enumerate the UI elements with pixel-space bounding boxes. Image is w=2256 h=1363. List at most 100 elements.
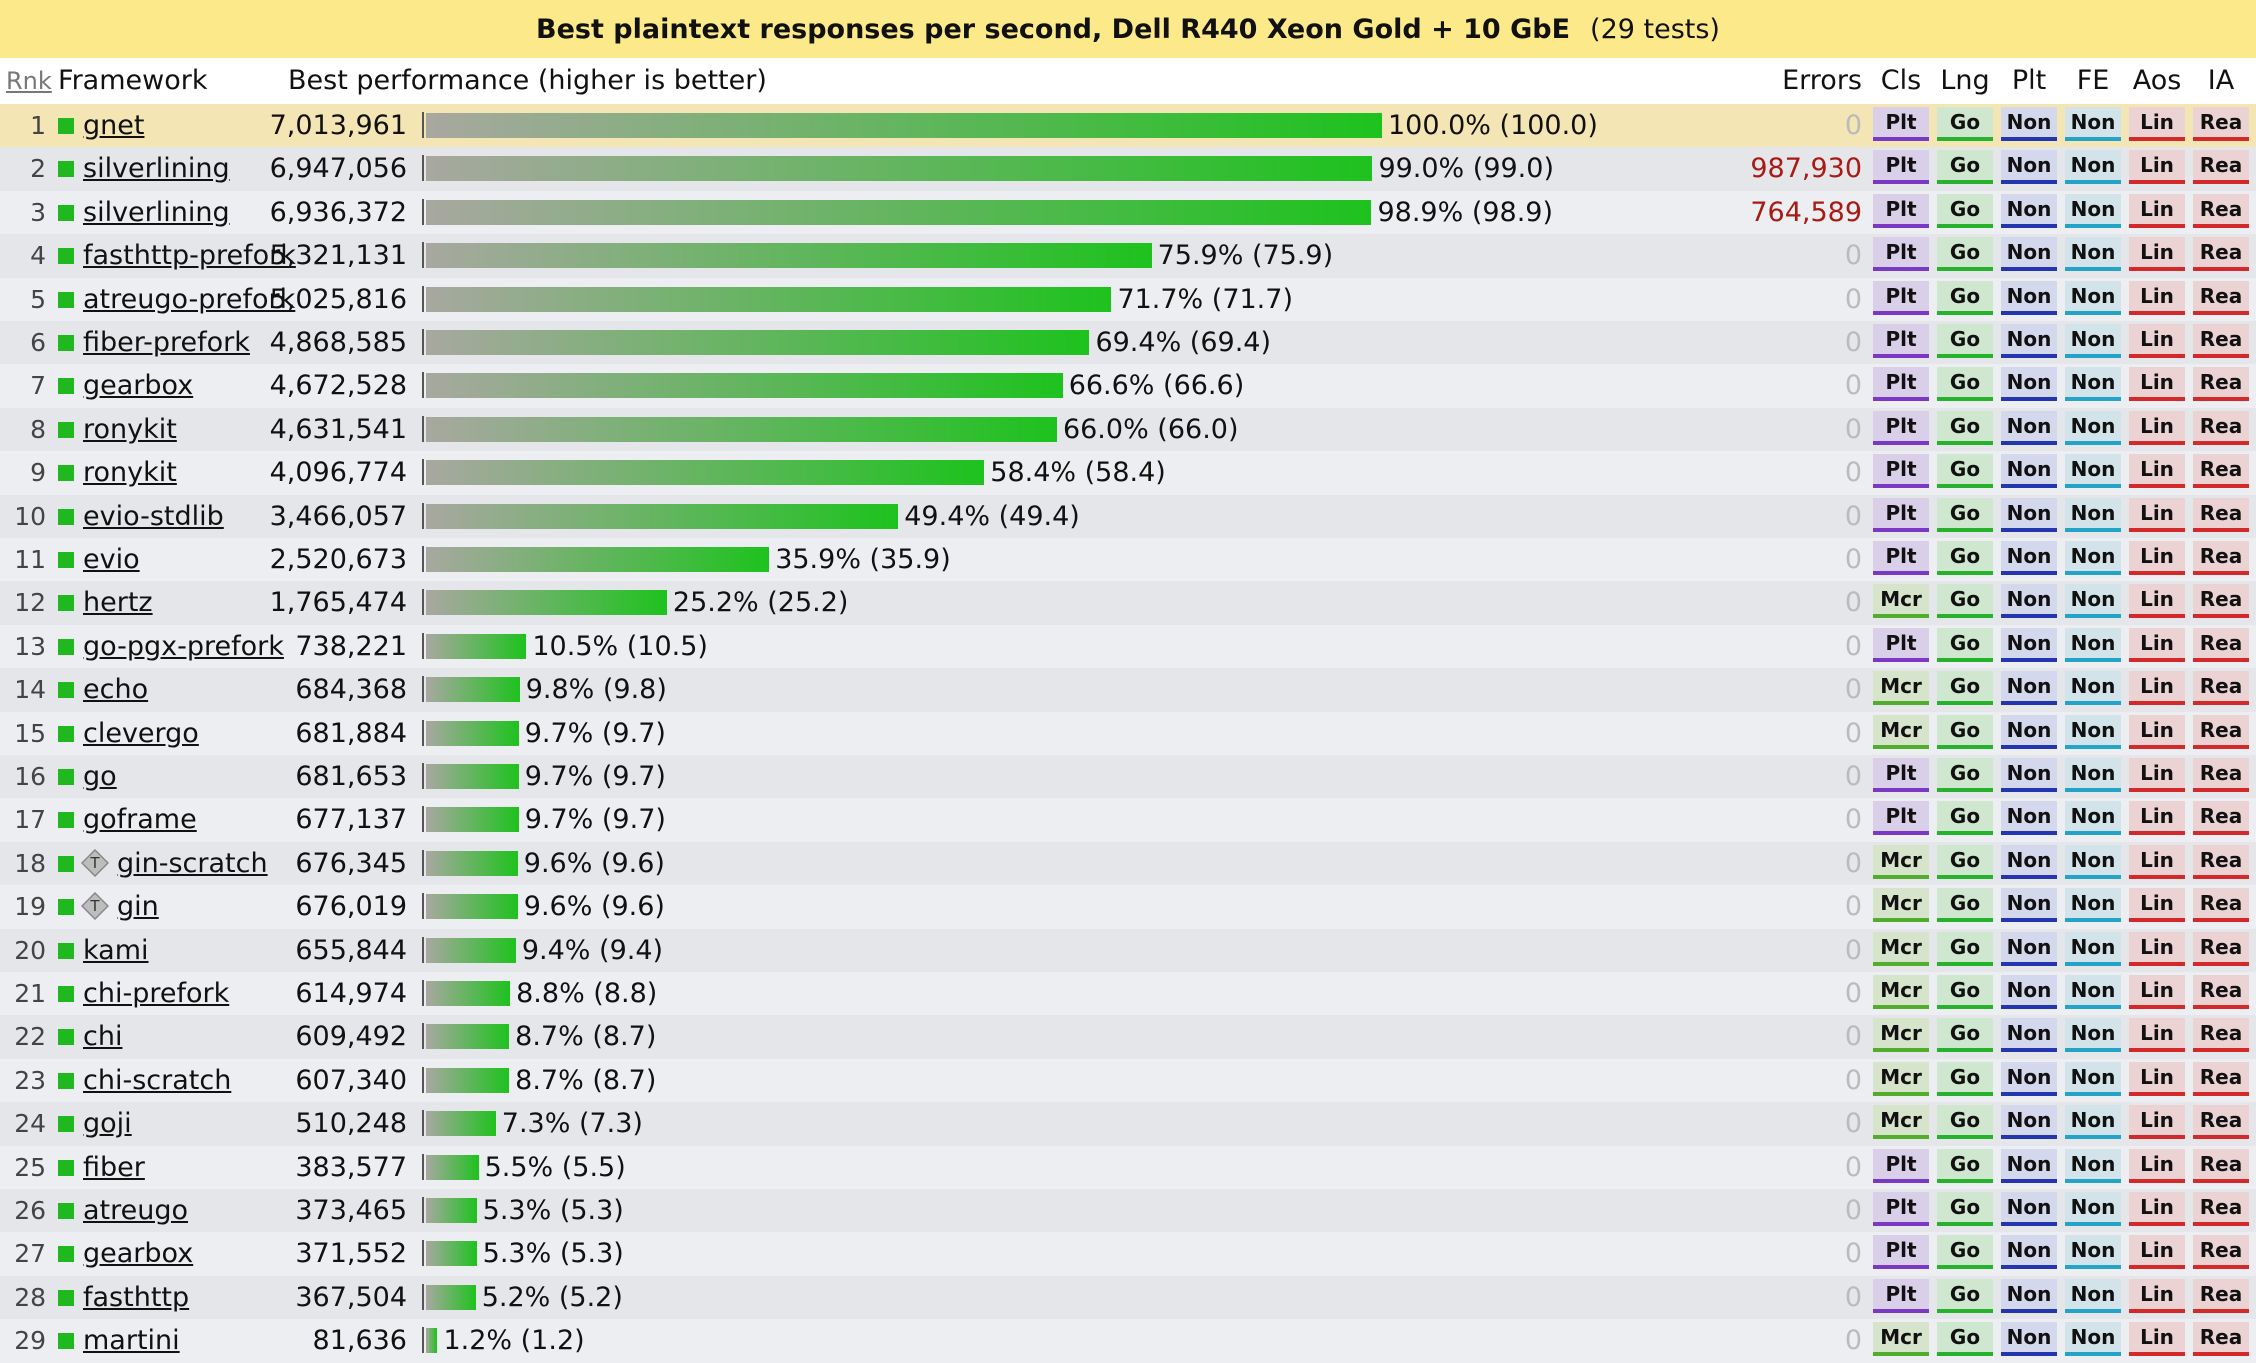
badge-ia[interactable]: Rea xyxy=(2193,714,2249,749)
badge-lng[interactable]: Go xyxy=(1937,714,1993,749)
badge-cls[interactable]: Mcr xyxy=(1873,844,1929,879)
badge-aos[interactable]: Lin xyxy=(2129,627,2185,662)
badge-fe[interactable]: Non xyxy=(2065,454,2121,489)
badge-cls[interactable]: Mcr xyxy=(1873,888,1929,923)
badge-ia[interactable]: Rea xyxy=(2193,541,2249,575)
badge-cls[interactable]: Plt xyxy=(1873,1235,1929,1270)
badge-lng[interactable]: Go xyxy=(1937,454,1993,489)
framework-link[interactable]: atreugo xyxy=(83,1195,189,1226)
badge-ia[interactable]: Rea xyxy=(2193,193,2249,228)
badge-lng[interactable]: Go xyxy=(1937,844,1993,879)
badge-fe[interactable]: Non xyxy=(2065,107,2121,141)
badge-plt[interactable]: Non xyxy=(2001,237,2057,272)
badge-fe[interactable]: Non xyxy=(2065,714,2121,749)
badge-ia[interactable]: Rea xyxy=(2193,584,2249,619)
badge-aos[interactable]: Lin xyxy=(2129,541,2185,575)
badge-fe[interactable]: Non xyxy=(2065,497,2121,532)
badge-ia[interactable]: Rea xyxy=(2193,367,2249,402)
badge-ia[interactable]: Rea xyxy=(2193,844,2249,879)
badge-ia[interactable]: Rea xyxy=(2193,454,2249,489)
badge-fe[interactable]: Non xyxy=(2065,1278,2121,1313)
badge-aos[interactable]: Lin xyxy=(2129,1322,2185,1357)
badge-cls[interactable]: Plt xyxy=(1873,758,1929,792)
badge-plt[interactable]: Non xyxy=(2001,801,2057,836)
badge-fe[interactable]: Non xyxy=(2065,801,2121,836)
framework-link[interactable]: ronykit xyxy=(83,413,177,445)
badge-plt[interactable]: Non xyxy=(2001,1192,2057,1226)
framework-link[interactable]: chi-scratch xyxy=(83,1064,232,1096)
badge-fe[interactable]: Non xyxy=(2065,975,2121,1009)
badge-aos[interactable]: Lin xyxy=(2129,844,2185,879)
badge-aos[interactable]: Lin xyxy=(2129,1278,2185,1313)
badge-plt[interactable]: Non xyxy=(2001,1322,2057,1357)
badge-cls[interactable]: Mcr xyxy=(1873,714,1929,749)
badge-lng[interactable]: Go xyxy=(1937,107,1993,141)
badge-cls[interactable]: Plt xyxy=(1873,627,1929,662)
badge-fe[interactable]: Non xyxy=(2065,758,2121,792)
framework-link[interactable]: goframe xyxy=(83,804,197,836)
badge-aos[interactable]: Lin xyxy=(2129,975,2185,1009)
badge-aos[interactable]: Lin xyxy=(2129,1105,2185,1140)
badge-plt[interactable]: Non xyxy=(2001,497,2057,532)
framework-link[interactable]: hertz xyxy=(83,587,153,619)
badge-ia[interactable]: Rea xyxy=(2193,1278,2249,1313)
badge-plt[interactable]: Non xyxy=(2001,107,2057,141)
framework-link[interactable]: gearbox xyxy=(83,370,194,402)
badge-aos[interactable]: Lin xyxy=(2129,801,2185,836)
badge-aos[interactable]: Lin xyxy=(2129,584,2185,619)
badge-cls[interactable]: Plt xyxy=(1873,367,1929,402)
badge-aos[interactable]: Lin xyxy=(2129,324,2185,358)
framework-link[interactable]: kami xyxy=(83,934,149,966)
badge-ia[interactable]: Rea xyxy=(2193,1018,2249,1053)
badge-ia[interactable]: Rea xyxy=(2193,497,2249,532)
badge-cls[interactable]: Mcr xyxy=(1873,1061,1929,1096)
badge-plt[interactable]: Non xyxy=(2001,541,2057,575)
badge-aos[interactable]: Lin xyxy=(2129,497,2185,532)
badge-ia[interactable]: Rea xyxy=(2193,280,2249,315)
badge-fe[interactable]: Non xyxy=(2065,888,2121,923)
badge-lng[interactable]: Go xyxy=(1937,801,1993,836)
framework-link[interactable]: chi xyxy=(83,1021,123,1053)
badge-cls[interactable]: Plt xyxy=(1873,237,1929,272)
badge-cls[interactable]: Plt xyxy=(1873,150,1929,185)
badge-cls[interactable]: Mcr xyxy=(1873,975,1929,1009)
badge-lng[interactable]: Go xyxy=(1937,367,1993,402)
badge-cls[interactable]: Mcr xyxy=(1873,1105,1929,1140)
badge-aos[interactable]: Lin xyxy=(2129,1018,2185,1053)
framework-link[interactable]: silverlining xyxy=(83,153,230,185)
badge-ia[interactable]: Rea xyxy=(2193,671,2249,706)
badge-cls[interactable]: Plt xyxy=(1873,497,1929,532)
badge-aos[interactable]: Lin xyxy=(2129,150,2185,185)
badge-lng[interactable]: Go xyxy=(1937,324,1993,358)
badge-lng[interactable]: Go xyxy=(1937,1105,1993,1140)
badge-cls[interactable]: Plt xyxy=(1873,280,1929,315)
badge-fe[interactable]: Non xyxy=(2065,844,2121,879)
badge-plt[interactable]: Non xyxy=(2001,931,2057,966)
badge-aos[interactable]: Lin xyxy=(2129,1235,2185,1270)
badge-fe[interactable]: Non xyxy=(2065,541,2121,575)
badge-ia[interactable]: Rea xyxy=(2193,410,2249,445)
badge-lng[interactable]: Go xyxy=(1937,1061,1993,1096)
header-rank[interactable]: Rnk xyxy=(6,67,52,95)
badge-fe[interactable]: Non xyxy=(2065,1148,2121,1183)
badge-ia[interactable]: Rea xyxy=(2193,237,2249,272)
badge-ia[interactable]: Rea xyxy=(2193,801,2249,836)
badge-cls[interactable]: Plt xyxy=(1873,1278,1929,1313)
badge-fe[interactable]: Non xyxy=(2065,1061,2121,1096)
framework-link[interactable]: fasthttp xyxy=(83,1281,190,1313)
badge-plt[interactable]: Non xyxy=(2001,1105,2057,1140)
badge-plt[interactable]: Non xyxy=(2001,1148,2057,1183)
badge-lng[interactable]: Go xyxy=(1937,150,1993,185)
badge-ia[interactable]: Rea xyxy=(2193,758,2249,792)
badge-fe[interactable]: Non xyxy=(2065,1105,2121,1140)
badge-fe[interactable]: Non xyxy=(2065,1322,2121,1357)
badge-lng[interactable]: Go xyxy=(1937,1192,1993,1226)
badge-fe[interactable]: Non xyxy=(2065,1192,2121,1226)
badge-fe[interactable]: Non xyxy=(2065,671,2121,706)
badge-ia[interactable]: Rea xyxy=(2193,324,2249,358)
badge-fe[interactable]: Non xyxy=(2065,1235,2121,1270)
framework-link[interactable]: echo xyxy=(83,674,149,706)
framework-link[interactable]: martini xyxy=(83,1325,180,1357)
badge-aos[interactable]: Lin xyxy=(2129,237,2185,272)
badge-cls[interactable]: Mcr xyxy=(1873,931,1929,966)
